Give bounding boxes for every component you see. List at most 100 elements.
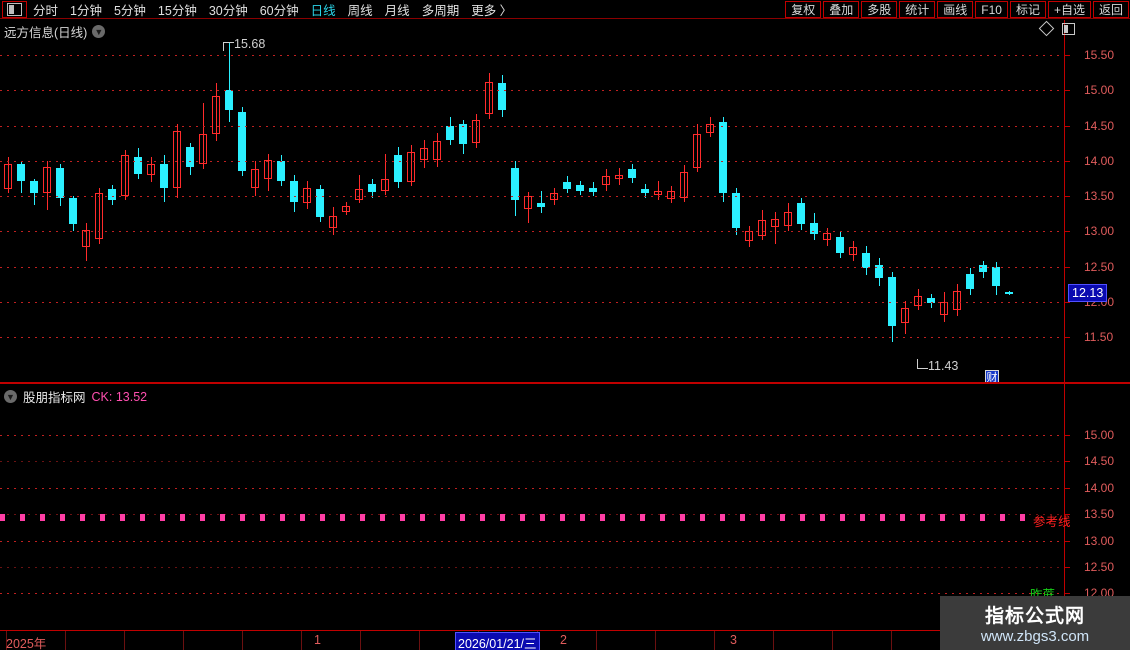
watermark: 指标公式网 www.zbgs3.com: [940, 596, 1130, 650]
period-tabs: 分时 1分钟 5分钟 15分钟 30分钟 60分钟 日线 周线 月线 多周期 更多 〉: [27, 0, 518, 18]
reference-line: [0, 514, 1030, 521]
indicator-y-label: 15.00: [1084, 427, 1115, 442]
candle-wick: [307, 180, 308, 209]
candle-wick: [918, 289, 919, 311]
y-tick: [1065, 461, 1070, 463]
indicator-header: ▼ 股朋指标网 CK: 13.52: [4, 387, 147, 406]
x-axis-label-3: 2: [560, 633, 567, 647]
high-marker-tick: [223, 42, 224, 51]
candle-body: [43, 166, 51, 193]
top-toolbar: 分时 1分钟 5分钟 15分钟 30分钟 60分钟 日线 周线 月线 多周期 更多 〉 复权 叠加 多股…: [0, 0, 1130, 19]
candle-body: [472, 120, 480, 143]
candle-wick: [385, 153, 386, 195]
chevron-down-circle-icon[interactable]: ▼: [92, 25, 106, 38]
indicator-y-label: 12.50: [1084, 560, 1115, 574]
period-tab-8[interactable]: 月线: [384, 4, 410, 18]
candle-wick: [346, 201, 347, 215]
candle-body: [303, 187, 311, 204]
indicator-name: 股朋指标网: [23, 391, 86, 405]
gridline: [0, 567, 1064, 568]
indicator-panel[interactable]: ▼ 股朋指标网 CK: 13.52 15.00 14.50 14.00 13.50 13…: [0, 384, 1130, 629]
panel-layout-icon[interactable]: [1062, 23, 1075, 35]
last-price-badge: 12.13: [1068, 283, 1108, 302]
period-tab-4[interactable]: 30分钟: [208, 4, 248, 18]
candle-wick: [424, 139, 425, 168]
period-tab-1[interactable]: 1分钟: [70, 4, 102, 18]
period-tab-3[interactable]: 15分钟: [157, 4, 197, 18]
candle-wick: [8, 157, 9, 193]
candle-wick: [411, 145, 412, 187]
diamond-icon[interactable]: [1038, 20, 1055, 37]
candle-body: [30, 180, 38, 193]
period-tab-7[interactable]: 周线: [347, 4, 373, 18]
indicator-value: CK: 13.52: [91, 389, 148, 404]
candle-body: [589, 187, 597, 192]
toolbar-button-2[interactable]: 多股: [861, 1, 898, 18]
candle-wick: [99, 187, 100, 245]
candle-body: [82, 230, 90, 247]
toolbar-button-0[interactable]: 复权: [785, 1, 822, 18]
layout-icon-button[interactable]: [2, 1, 27, 18]
gridline: [0, 301, 1064, 303]
candle-body: [615, 175, 623, 180]
y-tick: [1065, 90, 1070, 92]
candle-body: [186, 146, 194, 167]
toolbar-button-3[interactable]: 统计: [899, 1, 936, 18]
candle-body: [563, 182, 571, 190]
toolbar-button-1[interactable]: 叠加: [823, 1, 860, 18]
y-tick: [1065, 593, 1070, 595]
candle-wick: [216, 83, 217, 142]
candle-wick: [476, 114, 477, 149]
candle-wick: [658, 180, 659, 201]
chart-title-bar: 远方信息(日线) ▼: [4, 22, 106, 41]
x-tick: [596, 631, 597, 650]
y-tick: [1065, 196, 1070, 198]
candle-body: [693, 134, 701, 168]
candlestick-series: [0, 20, 1064, 382]
toolbar-button-5[interactable]: F10: [975, 1, 1008, 18]
reference-line-label: 参考线: [1033, 515, 1071, 529]
x-tick: [419, 631, 420, 650]
candle-wick: [333, 206, 334, 235]
candle-wick: [606, 169, 607, 191]
candle-body: [17, 164, 25, 181]
candle-body: [797, 203, 805, 225]
candle-body: [979, 265, 987, 273]
candle-body: [160, 164, 168, 188]
candle-body: [511, 167, 519, 200]
toolbar-button-8[interactable]: 返回: [1092, 1, 1129, 18]
period-tab-9[interactable]: 多周期: [421, 4, 460, 18]
x-tick: [832, 631, 833, 650]
candle-body: [823, 232, 831, 240]
period-tab-2[interactable]: 5分钟: [113, 4, 146, 18]
indicator-y-axis: [1064, 384, 1065, 629]
toolbar-button-4[interactable]: 画线: [937, 1, 974, 18]
candle-wick: [619, 167, 620, 185]
period-tab-10[interactable]: 更多 〉: [471, 4, 513, 18]
candle-wick: [788, 203, 789, 232]
price-y-label: 11.50: [1084, 330, 1114, 345]
x-tick: [360, 631, 361, 650]
candle-body: [628, 169, 636, 178]
panel-layout-icon: [7, 3, 22, 16]
high-price-annotation: 15.68: [234, 37, 266, 51]
toolbar-button-6[interactable]: 标记: [1009, 1, 1046, 18]
candle-body: [810, 223, 818, 235]
x-tick: [714, 631, 715, 650]
price-chart-panel[interactable]: 远方信息(日线) ▼ 15.50 15.00 14.50 14.00 13.50 13.0…: [0, 20, 1130, 383]
toolbar-button-7[interactable]: +自选: [1047, 1, 1091, 18]
candle-body: [420, 148, 428, 160]
indicator-y-label: 13.00: [1084, 533, 1115, 548]
chevron-down-circle-icon[interactable]: ▼: [4, 390, 17, 403]
finance-badge-icon[interactable]: 财: [985, 370, 999, 383]
candle-wick: [710, 117, 711, 137]
high-marker-lead: [223, 42, 234, 43]
period-tab-0[interactable]: 分时: [33, 4, 59, 18]
price-y-label: 12.50: [1084, 259, 1115, 274]
period-tab-5[interactable]: 60分钟: [259, 4, 299, 18]
period-tab-6[interactable]: 日线: [310, 4, 336, 18]
watermark-url: www.zbgs3.com: [980, 628, 1090, 645]
price-y-label: 14.50: [1084, 118, 1115, 133]
x-axis-label-1: 1: [314, 633, 321, 647]
gridline: [0, 540, 1064, 542]
